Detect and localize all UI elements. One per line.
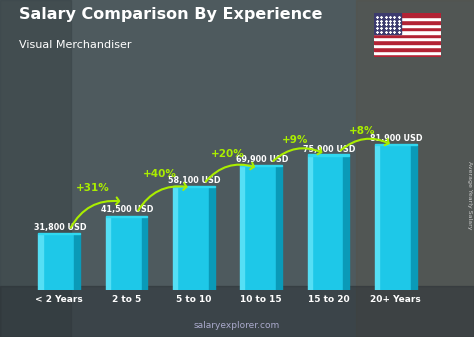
- Bar: [374, 27, 441, 30]
- Bar: [374, 47, 441, 51]
- Bar: [374, 51, 441, 54]
- Bar: [378, 145, 411, 290]
- Bar: [209, 187, 215, 290]
- Bar: [142, 217, 147, 290]
- Bar: [374, 13, 441, 17]
- Text: 58,100 USD: 58,100 USD: [168, 176, 221, 185]
- Bar: [240, 165, 282, 166]
- Bar: [375, 145, 379, 290]
- Bar: [308, 156, 312, 290]
- Bar: [311, 156, 344, 290]
- Text: 69,900 USD: 69,900 USD: [236, 155, 288, 164]
- Bar: [106, 216, 147, 217]
- Bar: [374, 13, 401, 34]
- Text: +31%: +31%: [76, 183, 110, 193]
- Text: Salary Comparison By Experience: Salary Comparison By Experience: [19, 7, 322, 22]
- Text: +8%: +8%: [349, 126, 375, 136]
- Bar: [374, 54, 441, 57]
- Text: Average Yearly Salary: Average Yearly Salary: [466, 161, 472, 230]
- Bar: [308, 154, 349, 156]
- Bar: [38, 234, 43, 290]
- Bar: [374, 17, 441, 20]
- Bar: [374, 40, 441, 44]
- Bar: [173, 187, 177, 290]
- Bar: [240, 166, 245, 290]
- Bar: [176, 187, 209, 290]
- Text: 75,900 USD: 75,900 USD: [303, 145, 355, 154]
- Bar: [375, 144, 417, 145]
- Bar: [344, 156, 349, 290]
- Text: Visual Merchandiser: Visual Merchandiser: [19, 40, 131, 51]
- Bar: [109, 217, 142, 290]
- Bar: [276, 166, 282, 290]
- Bar: [374, 24, 441, 27]
- Bar: [173, 186, 215, 187]
- Bar: [374, 30, 441, 34]
- Bar: [0, 0, 71, 337]
- Text: salaryexplorer.com: salaryexplorer.com: [194, 321, 280, 330]
- Text: +20%: +20%: [210, 149, 245, 159]
- Bar: [0, 286, 474, 337]
- Bar: [244, 166, 276, 290]
- Bar: [411, 145, 417, 290]
- Bar: [374, 37, 441, 40]
- Text: 31,800 USD: 31,800 USD: [34, 222, 86, 232]
- Bar: [356, 0, 474, 337]
- Bar: [374, 34, 441, 37]
- Text: 41,500 USD: 41,500 USD: [101, 206, 154, 214]
- Bar: [38, 233, 80, 234]
- Text: 81,900 USD: 81,900 USD: [370, 134, 423, 143]
- Text: +40%: +40%: [143, 168, 177, 179]
- Bar: [374, 20, 441, 24]
- Bar: [74, 234, 80, 290]
- Bar: [106, 217, 110, 290]
- Text: +9%: +9%: [282, 135, 308, 145]
- Bar: [42, 234, 74, 290]
- Bar: [374, 44, 441, 47]
